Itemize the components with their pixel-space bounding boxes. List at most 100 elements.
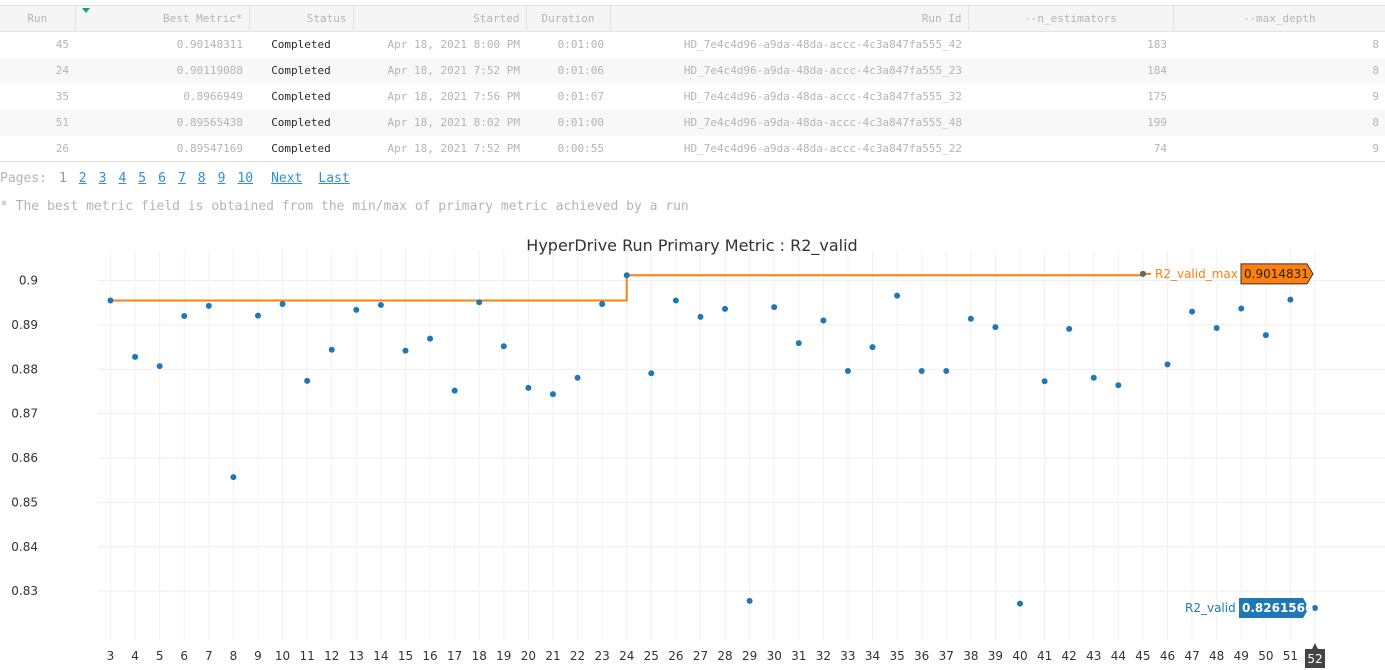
- data-point[interactable]: [869, 344, 876, 351]
- data-point[interactable]: [820, 317, 827, 324]
- data-point[interactable]: [623, 272, 630, 279]
- x-tick-label: 15: [398, 649, 413, 663]
- cell-started: Apr 18, 2021 7:52 PM: [387, 141, 520, 155]
- data-point[interactable]: [1066, 325, 1073, 332]
- page-link[interactable]: 2: [78, 171, 87, 186]
- sort-desc-icon[interactable]: [81, 8, 90, 13]
- x-tick-label: 12: [324, 649, 339, 663]
- max-point[interactable]: [1139, 270, 1146, 277]
- data-point[interactable]: [722, 305, 729, 312]
- data-point[interactable]: [943, 368, 950, 375]
- column-header-best-metric[interactable]: Best Metric*: [75, 5, 250, 32]
- y-tick-label: 0.85: [11, 495, 38, 509]
- page-link[interactable]: 7: [177, 171, 186, 186]
- data-point[interactable]: [771, 304, 778, 311]
- data-point[interactable]: [525, 384, 532, 391]
- data-point[interactable]: [500, 343, 507, 350]
- data-point[interactable]: [967, 315, 974, 322]
- page-link[interactable]: 6: [158, 171, 166, 186]
- data-point[interactable]: [992, 324, 999, 331]
- page-current: 1: [58, 171, 67, 186]
- table-row[interactable]: 26 0.89547169 Completed Apr 18, 2021 7:5…: [0, 136, 1385, 162]
- data-point[interactable]: [1090, 374, 1097, 381]
- table-row[interactable]: 45 0.90148311 Completed Apr 18, 2021 8:0…: [0, 32, 1385, 58]
- data-point[interactable]: [795, 340, 802, 347]
- data-point[interactable]: [1238, 305, 1245, 312]
- column-header-max-depth[interactable]: --max_depth: [1173, 5, 1385, 32]
- data-point[interactable]: [1115, 382, 1122, 389]
- data-point[interactable]: [254, 312, 261, 319]
- data-point[interactable]: [377, 301, 384, 308]
- cell-started: Apr 18, 2021 7:56 PM: [387, 90, 520, 103]
- cell-started: Apr 18, 2021 7:52 PM: [387, 64, 520, 77]
- column-header-duration[interactable]: Duration: [526, 5, 611, 32]
- page-link[interactable]: 9: [217, 171, 226, 186]
- data-point[interactable]: [328, 346, 335, 353]
- data-point[interactable]: [697, 313, 704, 320]
- last-page-link[interactable]: Last: [318, 171, 350, 186]
- cell-n-estimators: 183: [1147, 38, 1167, 52]
- y-tick-label: 0.89: [11, 318, 38, 332]
- x-tick-label: 35: [889, 649, 904, 663]
- column-header-run-id[interactable]: Run Id: [610, 5, 969, 32]
- column-header-n-estimators[interactable]: --n_estimators: [968, 5, 1174, 32]
- data-point[interactable]: [279, 301, 286, 308]
- data-point[interactable]: [353, 306, 360, 313]
- data-point[interactable]: [549, 391, 556, 398]
- data-point[interactable]: [451, 387, 458, 394]
- data-point[interactable]: [107, 297, 114, 304]
- data-point[interactable]: [1041, 378, 1048, 385]
- x-tick-label: 24: [619, 649, 634, 663]
- next-page-link[interactable]: Next: [271, 171, 303, 186]
- cell-best-metric: 0.8966949: [183, 90, 243, 103]
- data-point[interactable]: [402, 347, 409, 354]
- page-link[interactable]: 10: [237, 171, 254, 186]
- data-point[interactable]: [648, 370, 655, 377]
- cell-duration: 0:01:07: [557, 90, 604, 103]
- cell-status: Completed: [271, 141, 331, 155]
- column-header-status[interactable]: Status: [249, 5, 354, 32]
- data-point[interactable]: [205, 302, 212, 309]
- data-point[interactable]: [1164, 361, 1171, 368]
- page-link[interactable]: 5: [138, 171, 147, 186]
- x-tick-label: 16: [422, 649, 437, 663]
- cell-run-id: HD_7e4c4d96-a9da-48da-accc-4c3a847fa555_…: [683, 141, 962, 155]
- column-header-run[interactable]: Run: [0, 5, 76, 32]
- data-point[interactable]: [1213, 325, 1220, 332]
- x-hover-badge: [1305, 643, 1325, 668]
- data-point[interactable]: [427, 335, 434, 342]
- data-point[interactable]: [156, 363, 163, 370]
- data-point[interactable]: [1017, 600, 1024, 607]
- cell-run-id: HD_7e4c4d96-a9da-48da-accc-4c3a847fa555_…: [683, 90, 962, 103]
- data-point[interactable]: [1262, 332, 1269, 339]
- table-row[interactable]: 24 0.90119088 Completed Apr 18, 2021 7:5…: [0, 57, 1385, 84]
- data-point[interactable]: [894, 292, 901, 299]
- table-header-row: Run Best Metric* Status Started Duration…: [0, 5, 1385, 32]
- data-point[interactable]: [476, 299, 483, 306]
- data-point[interactable]: [746, 597, 753, 604]
- data-point[interactable]: [181, 313, 188, 320]
- x-tick-label: 3: [107, 649, 115, 663]
- table-row[interactable]: 51 0.89565438 Completed Apr 18, 2021 8:0…: [0, 109, 1385, 136]
- data-point[interactable]: [599, 301, 606, 308]
- data-point[interactable]: [304, 377, 311, 384]
- page-link[interactable]: 4: [118, 171, 127, 186]
- data-point[interactable]: [132, 353, 139, 360]
- data-point[interactable]: [1287, 296, 1294, 303]
- page-link[interactable]: 8: [197, 171, 206, 186]
- data-point[interactable]: [672, 297, 679, 304]
- data-point[interactable]: [844, 368, 851, 375]
- cell-status: Completed: [271, 38, 331, 52]
- data-point[interactable]: [230, 474, 237, 481]
- data-point[interactable]: [918, 368, 925, 375]
- table-row[interactable]: 35 0.8966949 Completed Apr 18, 2021 7:56…: [0, 84, 1385, 110]
- page-link[interactable]: 3: [98, 171, 107, 186]
- data-point[interactable]: [1312, 605, 1318, 612]
- column-header-started[interactable]: Started: [353, 5, 527, 32]
- data-point[interactable]: [574, 374, 581, 381]
- cell-n-estimators: 199: [1147, 116, 1167, 129]
- x-tick-label: 39: [988, 649, 1003, 663]
- data-point[interactable]: [1189, 308, 1196, 315]
- x-tick-label: 43: [1086, 649, 1101, 663]
- cell-run: 35: [55, 90, 69, 103]
